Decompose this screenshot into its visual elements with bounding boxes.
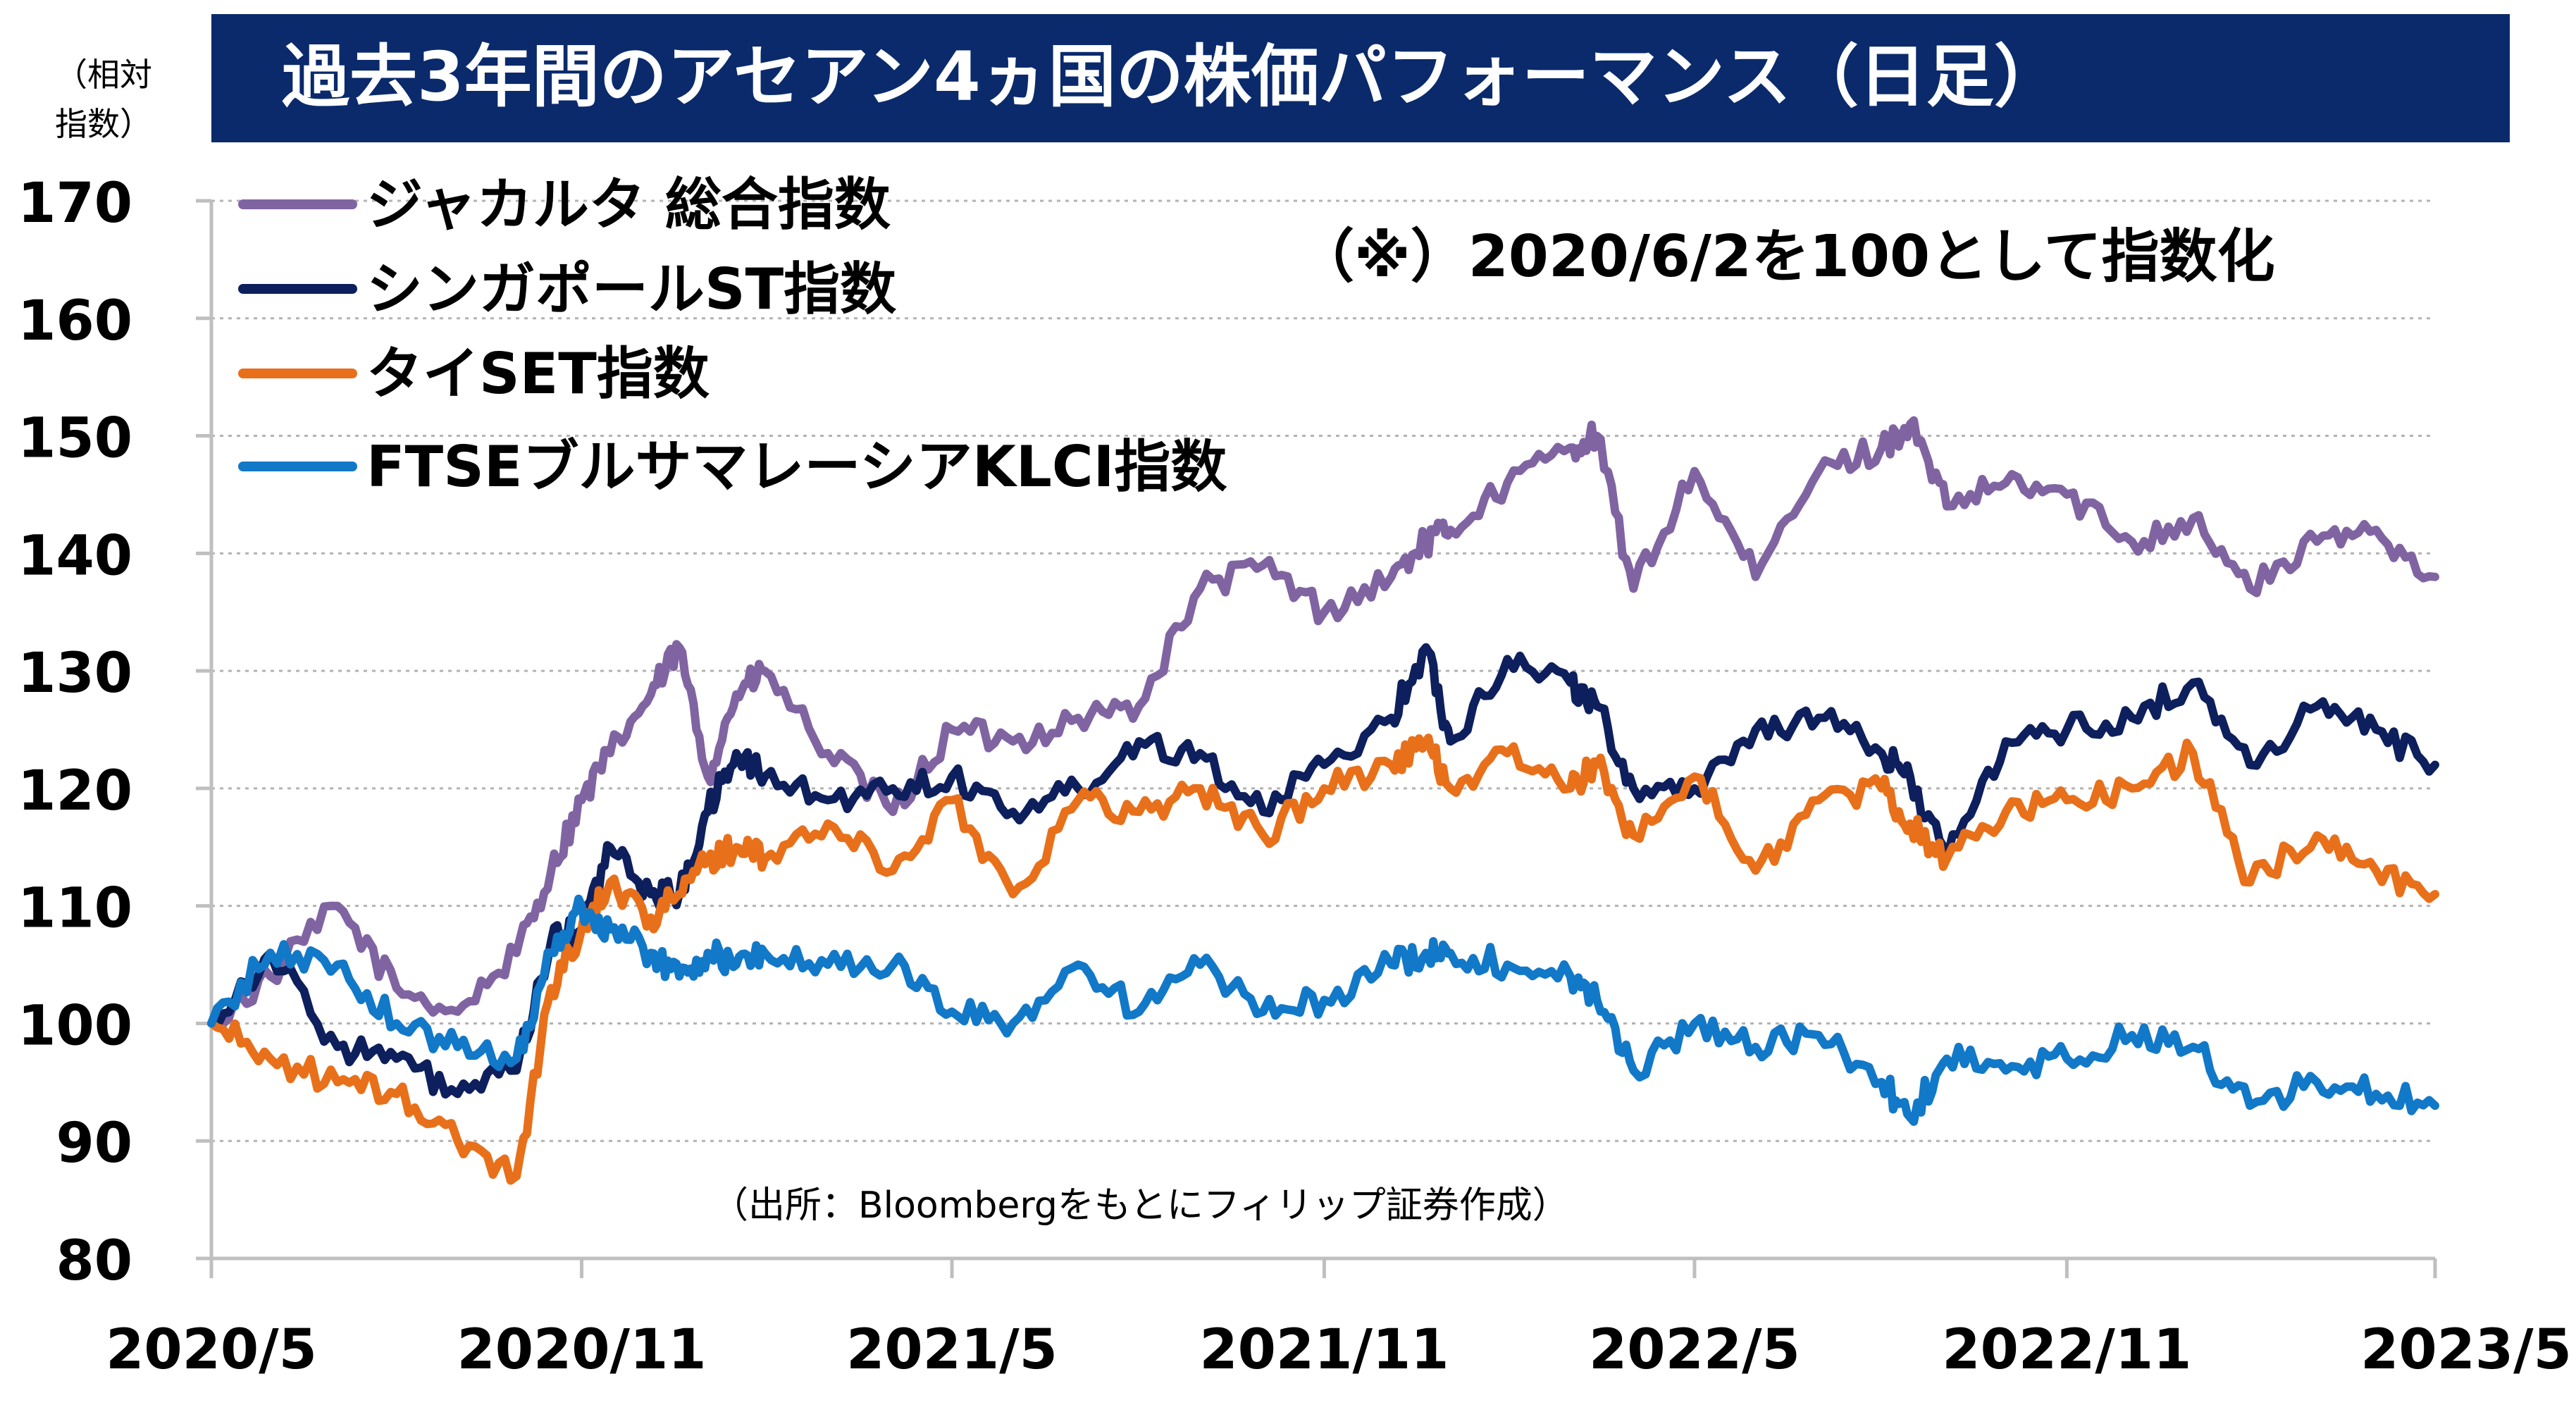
series-line-4 (207, 894, 2439, 1126)
x-tick-label: 2021/5 (846, 1318, 1058, 1382)
y-tick-labels: 170 160 150 140 130 120 110 100 90 80 (18, 172, 211, 1293)
x-tick-label: 2020/11 (457, 1318, 706, 1382)
y-axis-label-line-2: 指数） (55, 105, 152, 143)
y-tick-label: 160 (18, 290, 132, 353)
series-line-1 (207, 416, 2439, 1028)
y-tick-label: 170 (18, 172, 132, 235)
y-tick-label: 100 (18, 994, 132, 1058)
y-tick-label: 80 (56, 1230, 132, 1293)
x-tick-labels: 2020/5 2020/11 2021/5 2021/11 2022/5 2022/11 2… (106, 1258, 2572, 1382)
chart-title: 過去3年間のアセアン4ヵ国の株価パフォーマンス（日足） (282, 37, 2062, 116)
title-banner (211, 14, 2510, 142)
y-tick-label: 90 (56, 1112, 132, 1175)
y-tick-label: 110 (18, 877, 132, 941)
x-tick-label: 2020/5 (106, 1318, 317, 1382)
x-tick-label: 2022/5 (1589, 1318, 1800, 1382)
legend-label: FTSEブルサマレーシアKLCI指数 (366, 434, 1227, 500)
y-tick-label: 130 (18, 642, 132, 705)
source-note: （出所：Bloombergをもとにフィリップ証券作成） (712, 1184, 1569, 1227)
legend-label: ジャカルタ 総合指数 (366, 172, 891, 237)
y-tick-label: 140 (18, 524, 132, 588)
legend-label: タイSET指数 (366, 341, 710, 407)
gridlines (211, 199, 2435, 1142)
y-axis-label-line-1: （相対 (55, 56, 152, 94)
y-tick-label: 120 (18, 760, 132, 823)
legend-label: シンガポールST指数 (366, 256, 896, 322)
x-tick-label: 2021/11 (1199, 1318, 1449, 1382)
x-tick-label: 2023/5 (2360, 1318, 2572, 1382)
series-lines (207, 416, 2439, 1185)
x-tick-label: 2022/11 (1942, 1318, 2191, 1382)
y-tick-label: 150 (18, 407, 132, 471)
index-note: （※）2020/6/2を100として指数化 (1296, 223, 2275, 290)
